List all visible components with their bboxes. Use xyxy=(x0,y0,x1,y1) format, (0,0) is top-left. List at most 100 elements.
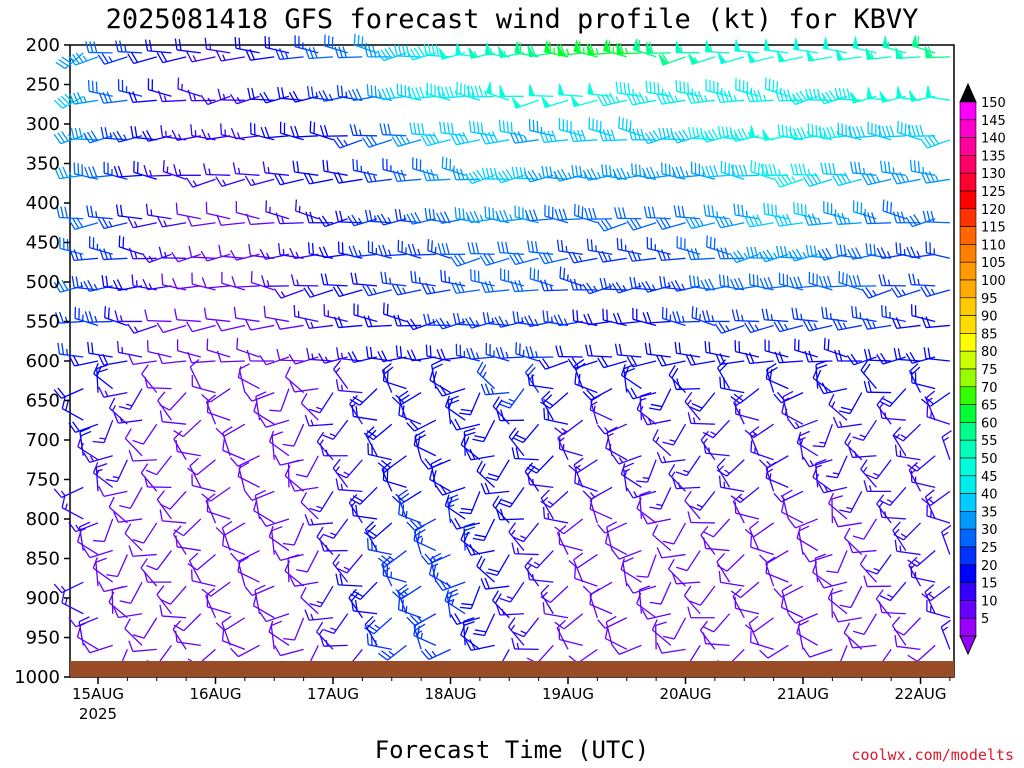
barb-pennant xyxy=(497,46,507,59)
wind-barb xyxy=(246,349,275,362)
barb-pennant xyxy=(734,39,741,52)
barb-flag xyxy=(867,349,872,361)
wind-barb xyxy=(689,585,716,606)
wind-barb xyxy=(316,526,334,555)
barb-flag xyxy=(322,434,334,440)
wind-barb xyxy=(422,169,451,182)
barb-flag xyxy=(779,245,784,258)
barb-flag xyxy=(84,311,90,323)
barb-flag xyxy=(897,348,902,360)
barb-staff xyxy=(237,571,260,583)
colorbar-top-arrow xyxy=(959,82,977,103)
wind-barb xyxy=(828,492,848,520)
barb-half xyxy=(639,405,644,413)
wind-barb xyxy=(455,343,481,362)
wind-barb xyxy=(322,518,349,539)
barb-flag xyxy=(53,488,63,498)
barb-flag xyxy=(506,121,509,133)
wind-barb xyxy=(894,444,921,461)
barb-flag xyxy=(465,449,472,461)
barb-flag xyxy=(547,408,550,421)
barb-flag xyxy=(865,287,873,298)
wind-barb xyxy=(511,542,539,556)
barb-flag xyxy=(222,438,225,451)
barb-flag xyxy=(765,367,769,379)
barb-flag xyxy=(812,367,819,379)
barb-flag xyxy=(546,251,553,263)
barb-staff xyxy=(604,522,628,534)
barb-half xyxy=(842,322,847,329)
barb-staff xyxy=(823,253,848,261)
barb-staff xyxy=(133,171,157,180)
wind-barb xyxy=(702,419,731,439)
barb-flag xyxy=(351,89,358,101)
wind-barb xyxy=(186,51,216,63)
barb-staff xyxy=(271,435,275,460)
barb-flag xyxy=(735,309,740,321)
barb-flag xyxy=(415,434,427,441)
barb-flag xyxy=(771,204,774,216)
barb-flag xyxy=(336,347,340,359)
barb-flag xyxy=(230,249,237,261)
wind-barb xyxy=(515,342,539,362)
barb-staff xyxy=(176,285,201,290)
barb-flag xyxy=(61,131,69,142)
barb-flag xyxy=(825,475,838,479)
wind-barb xyxy=(745,352,774,365)
barb-flag xyxy=(355,405,358,418)
barb-staff xyxy=(750,546,774,556)
barb-flag xyxy=(264,126,270,138)
barb-flag xyxy=(858,162,862,174)
barb-flag xyxy=(447,498,459,504)
barb-flag xyxy=(586,169,594,180)
barb-flag xyxy=(159,604,163,617)
barb-flag xyxy=(388,46,396,58)
wind-barb xyxy=(882,35,906,54)
colorbar-label: 20 xyxy=(981,559,998,574)
barb-half xyxy=(577,478,580,485)
wind-barb xyxy=(920,285,951,298)
barb-flag xyxy=(812,561,818,573)
colorbar-swatch xyxy=(959,172,977,192)
barb-flag xyxy=(828,393,835,405)
wind-barb xyxy=(409,122,436,137)
wind-barb xyxy=(466,85,495,98)
barb-flag xyxy=(879,400,891,408)
barb-flag xyxy=(203,307,207,320)
barb-staff xyxy=(837,522,862,528)
barb-flag xyxy=(750,246,755,259)
barb-flag xyxy=(236,337,239,350)
barb-staff xyxy=(485,322,510,327)
barb-flag xyxy=(421,123,425,135)
barb-flag xyxy=(365,136,374,147)
barb-flag xyxy=(171,251,179,263)
barb-flag xyxy=(671,166,677,179)
barb-flag xyxy=(796,127,803,139)
barb-flag xyxy=(494,316,502,328)
wind-barb xyxy=(499,486,525,508)
wind-barb xyxy=(205,201,231,220)
barb-flag xyxy=(769,369,773,381)
barb-flag xyxy=(764,164,769,176)
barb-staff xyxy=(183,613,202,632)
barb-flag xyxy=(277,86,281,99)
barb-flag xyxy=(515,166,520,179)
barb-flag xyxy=(128,247,134,259)
wind-barb xyxy=(53,387,84,399)
barb-staff xyxy=(574,360,598,370)
barb-flag xyxy=(852,275,858,287)
barb-flag xyxy=(106,91,113,103)
barb-staff xyxy=(271,530,275,555)
wind-barb xyxy=(206,500,231,520)
colorbar-swatch xyxy=(959,350,977,370)
wind-barb xyxy=(245,213,275,226)
wind-barb xyxy=(807,123,833,141)
barb-flag xyxy=(675,471,687,477)
barb-half xyxy=(403,214,406,222)
barb-flag xyxy=(813,245,818,258)
colorbar-label: 120 xyxy=(981,203,1006,218)
barb-pennant xyxy=(806,49,815,62)
wind-barb xyxy=(729,277,760,291)
barb-flag xyxy=(622,557,634,564)
wind-barb xyxy=(230,549,260,563)
